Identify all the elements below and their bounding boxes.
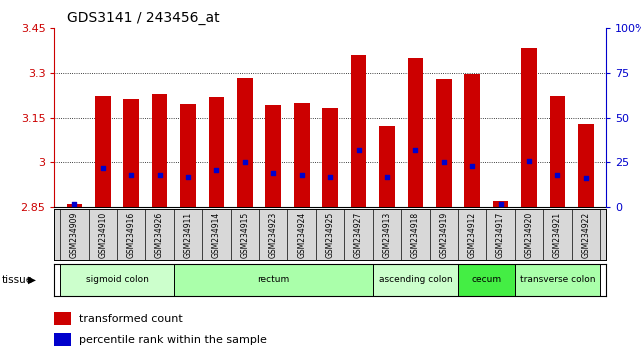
Text: GSM234912: GSM234912: [468, 211, 477, 258]
Bar: [67, 204, 82, 207]
Text: GSM234914: GSM234914: [212, 211, 221, 258]
Bar: [95, 96, 111, 207]
Bar: [493, 200, 508, 207]
Text: rectum: rectum: [257, 275, 289, 284]
Text: transformed count: transformed count: [79, 314, 183, 324]
Text: GSM234910: GSM234910: [98, 211, 107, 258]
Point: [268, 170, 278, 176]
Bar: [521, 48, 537, 207]
Bar: [351, 55, 367, 207]
Bar: [578, 124, 594, 207]
Bar: [549, 96, 565, 207]
Text: GSM234922: GSM234922: [581, 211, 590, 258]
Text: GSM234909: GSM234909: [70, 211, 79, 258]
Bar: [208, 97, 224, 207]
Bar: [372, 264, 458, 296]
Point: [154, 172, 165, 178]
Point: [438, 160, 449, 165]
Text: GSM234923: GSM234923: [269, 211, 278, 258]
Point: [126, 172, 137, 178]
Point: [353, 147, 363, 153]
Text: GSM234920: GSM234920: [524, 211, 533, 258]
Text: ▶: ▶: [28, 275, 36, 285]
Point: [69, 201, 79, 206]
Bar: [152, 94, 167, 207]
Text: GSM234918: GSM234918: [411, 211, 420, 258]
Text: GSM234926: GSM234926: [155, 211, 164, 258]
Text: GSM234924: GSM234924: [297, 211, 306, 258]
Point: [524, 158, 534, 164]
Text: GSM234913: GSM234913: [383, 211, 392, 258]
Bar: [124, 99, 139, 207]
Point: [467, 163, 478, 169]
Bar: [408, 57, 423, 207]
Point: [97, 165, 108, 171]
Bar: [515, 264, 600, 296]
Text: cecum: cecum: [471, 275, 501, 284]
Point: [212, 167, 222, 172]
Bar: [379, 126, 395, 207]
Text: transverse colon: transverse colon: [520, 275, 595, 284]
Text: GSM234917: GSM234917: [496, 211, 505, 258]
Point: [325, 174, 335, 179]
Point: [553, 172, 563, 178]
Bar: [237, 78, 253, 207]
Bar: [464, 74, 480, 207]
Text: GSM234927: GSM234927: [354, 211, 363, 258]
Point: [183, 174, 193, 179]
Bar: [54, 333, 71, 346]
Text: GSM234916: GSM234916: [127, 211, 136, 258]
Text: GDS3141 / 243456_at: GDS3141 / 243456_at: [67, 11, 220, 25]
Point: [410, 147, 420, 153]
Bar: [60, 264, 174, 296]
Bar: [294, 103, 310, 207]
Bar: [54, 312, 71, 325]
Point: [297, 172, 307, 178]
Text: GSM234921: GSM234921: [553, 211, 562, 258]
Point: [240, 160, 250, 165]
Point: [382, 174, 392, 179]
Bar: [265, 105, 281, 207]
Text: GSM234919: GSM234919: [439, 211, 448, 258]
Text: percentile rank within the sample: percentile rank within the sample: [79, 335, 267, 345]
Bar: [180, 104, 196, 207]
Text: tissue: tissue: [1, 275, 33, 285]
Point: [581, 176, 591, 181]
Bar: [174, 264, 372, 296]
Text: GSM234911: GSM234911: [183, 211, 192, 258]
Bar: [322, 108, 338, 207]
Bar: [436, 79, 452, 207]
Point: [495, 201, 506, 206]
Text: ascending colon: ascending colon: [379, 275, 452, 284]
Bar: [458, 264, 515, 296]
Text: sigmoid colon: sigmoid colon: [85, 275, 149, 284]
Text: GSM234925: GSM234925: [326, 211, 335, 258]
Text: GSM234915: GSM234915: [240, 211, 249, 258]
